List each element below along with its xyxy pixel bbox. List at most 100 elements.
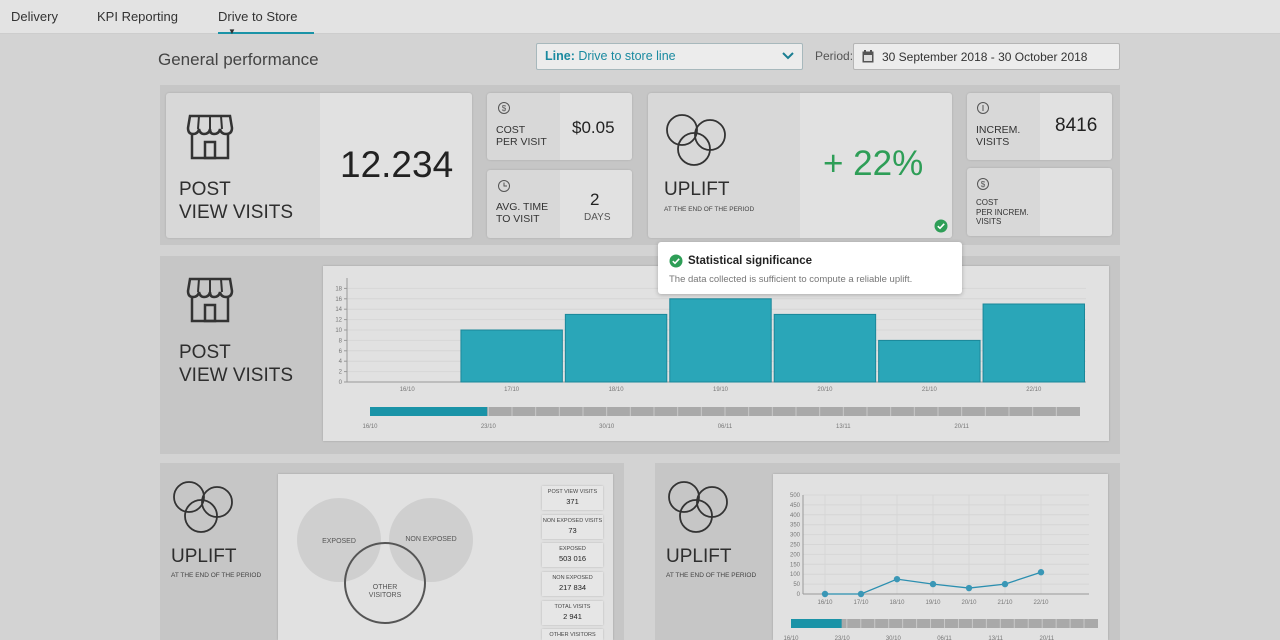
store-icon [186,114,234,160]
cost-per-visit-card [487,93,632,160]
bottom-timeline-label: 13/11 [988,636,1003,640]
line-y-tick-label: 300 [790,533,801,539]
increm-visits-label: INCREM. VISITS [976,124,1020,148]
top-timeline-label: 06/11 [718,424,733,430]
line-select[interactable]: Line: Drive to store line [536,43,803,70]
uplift-label: UPLIFT [664,179,730,200]
cost-per-visit-label-line1: COST [496,124,526,136]
stat-total-visits: TOTAL VISITS 2 941 [542,601,603,625]
svg-text:$: $ [981,180,986,189]
calendar-icon [862,50,874,63]
bar-x-tick-label: 21/10 [922,387,938,393]
line-point-17-10 [857,590,865,598]
bottom-timeline-selection [791,619,842,628]
line-y-tick-label: 100 [790,572,801,578]
stat-non-exposed: NON EXPOSED 217 834 [542,572,603,596]
bar-y-tick-label: 6 [339,349,343,355]
top-timeline-label: 16/10 [362,424,378,430]
venn-icon [668,481,728,533]
stat-value: 371 [566,497,579,506]
line-chart-card [773,474,1108,640]
period-picker[interactable]: 30 September 2018 - 30 October 2018 [853,43,1120,70]
line-y-tick-label: 350 [790,523,801,529]
bar-21-10 [878,339,981,383]
increm-visits-value: 8416 [1055,115,1098,136]
line-y-tick-label: 450 [790,503,801,509]
line-x-tick-label: 17/10 [853,600,869,606]
line-x-tick-label: 20/10 [961,600,977,606]
cost-per-increm-label-line2: PER INCREM. [976,207,1029,217]
period-label: Period: [815,49,854,63]
line-x-tick-label: 18/10 [889,600,905,606]
avg-time-label: AVG. TIME TO VISIT [496,201,548,225]
bottom-timeline-label: 23/10 [835,636,851,640]
bar-22-10 [982,303,1085,383]
visits-section-label-line1: POST [179,342,231,363]
bar-19-10 [669,298,772,383]
line-chart: 0 50 100 150 200 250 300 350 400 450 500 16/10 17/10… [783,493,1098,640]
uplift-card [648,93,952,238]
venn-diagram: EXPOSED NON EXPOSED OTHER VISITORS [297,498,473,624]
tab-kpi-reporting[interactable]: KPI Reporting [97,9,178,24]
cost-per-visit-label-line2: PER VISIT [496,136,547,148]
tab-delivery[interactable]: Delivery [11,9,58,24]
line-y-tick-label: 50 [793,582,800,588]
bar-x-tick-label: 17/10 [504,387,520,393]
bar-17-10 [460,329,563,383]
tooltip-title: Statistical significance [688,255,812,267]
bar-y-tick-label: 16 [335,297,342,303]
line-point-21-10 [1001,580,1009,588]
bar-y-tick-label: 10 [335,328,342,334]
avg-time-value: 2 [590,190,600,209]
line-y-tick-label: 0 [797,592,801,598]
exposed-text: EXPOSED [322,538,356,545]
venn-icon [666,114,726,166]
stat-exposed: EXPOSED 503 016 [542,543,603,567]
bar-y-tick-label: 18 [335,286,342,292]
cost-per-increm-card [967,168,1112,236]
line-select-prefix: Line: [545,49,575,63]
bar-x-tick-label: 22/10 [1026,387,1042,393]
bottom-timeline-label: 20/11 [1040,636,1055,640]
significance-check-icon[interactable] [934,219,948,233]
line-x-tick-label: 22/10 [1033,600,1049,606]
increm-visits-card [967,93,1112,160]
uplift-left-label: UPLIFT [171,546,237,567]
bottom-timeline-label: 16/10 [783,636,799,640]
chevron-down-icon [782,52,794,60]
bar-x-tick-label: 19/10 [713,387,729,393]
line-point-22-10 [1037,569,1045,576]
bar-x-tick-label: 20/10 [817,387,833,393]
stat-label: EXPOSED [559,546,586,552]
uplift-left-sublabel: AT THE END OF THE PERIOD [171,572,262,579]
bar-20-10 [773,313,877,383]
tab-drive-to-store[interactable]: Drive to Store ▼ [218,9,314,36]
increm-visits-label-line2: VISITS [976,136,1010,148]
top-nav: Delivery KPI Reporting Drive to Store ▼ [0,0,1280,36]
stat-label: OTHER VISITORS [549,632,596,638]
other-visitors-text-1: OTHER [373,584,398,591]
significance-tooltip: Statistical significance The data collec… [658,242,962,294]
stat-label: POST VIEW VISITS [547,489,598,495]
top-timeline-label: 13/11 [836,424,851,430]
bar-y-tick-label: 14 [335,307,342,313]
increment-icon [977,102,989,114]
non-exposed-text: NON EXPOSED [405,536,456,543]
bar-y-tick-label: 2 [339,370,343,376]
bar-18-10 [564,313,668,383]
stat-label: NON EXPOSED [552,575,593,581]
bar-y-tick-label: 12 [335,318,342,324]
visits-section-label: POST VIEW VISITS [179,341,293,387]
cost-per-visit-label: COST PER VISIT [496,124,547,148]
visits-section-label-line2: VIEW VISITS [179,365,294,386]
post-view-visits-card [166,93,472,238]
bar-chart: 0 2 4 6 8 10 12 14 16 18 16/10 17/10 18/10 19/10 20/10… [335,278,1086,430]
line-y-tick-label: 250 [790,543,801,549]
stat-value: 503 016 [558,554,587,563]
dollar-icon: $ [498,102,510,114]
post-view-visits-label: POST VIEW VISITS [179,178,293,224]
line-point-19-10 [929,580,937,588]
cost-per-increm-label-line1: COST [976,198,999,207]
bottom-timeline-label: 30/10 [886,636,902,640]
line-y-tick-label: 150 [790,562,801,568]
